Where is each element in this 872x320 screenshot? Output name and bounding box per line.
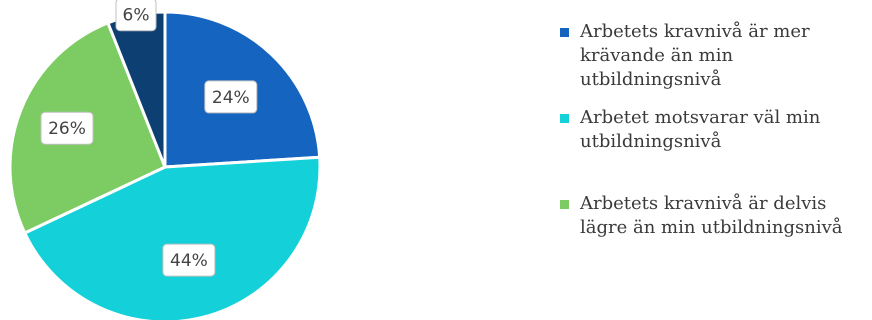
data-label-text-3: 26% — [48, 119, 86, 139]
data-label-box-3 — [40, 111, 94, 145]
legend-swatch-2 — [560, 114, 569, 123]
data-label-4: 6% — [115, 0, 157, 32]
pie-slice-2 — [23, 155, 322, 320]
data-label-text-4: 6% — [123, 6, 150, 26]
data-label-1: 24% — [204, 80, 258, 114]
data-label-text-2: 44% — [170, 251, 208, 271]
legend-swatch-3 — [560, 200, 569, 209]
data-label-2: 44% — [162, 243, 216, 277]
pie-slices — [8, 10, 322, 320]
pie-data-labels: 24% 44% 26% 6% — [40, 0, 258, 277]
legend-label-2: Arbetet motsvarar väl min utbildningsniv… — [580, 107, 821, 152]
legend-label-3: Arbetets kravnivå är delvis lägre än min… — [580, 193, 843, 238]
data-label-3: 26% — [40, 111, 94, 145]
data-label-text-1: 24% — [212, 88, 250, 108]
data-label-box-2 — [162, 243, 216, 277]
legend-item-2: Arbetet motsvarar väl min utbildningsniv… — [560, 106, 865, 154]
legend-item-1: Arbetets kravnivå är mer krävande än min… — [560, 20, 865, 92]
legend: Arbetets kravnivå är mer krävande än min… — [560, 20, 865, 240]
data-label-box-4 — [115, 0, 157, 32]
data-label-box-1 — [204, 80, 258, 114]
legend-swatch-1 — [560, 28, 569, 37]
legend-label-1: Arbetets kravnivå är mer krävande än min… — [580, 21, 810, 90]
legend-item-3: Arbetets kravnivå är delvis lägre än min… — [560, 192, 865, 240]
